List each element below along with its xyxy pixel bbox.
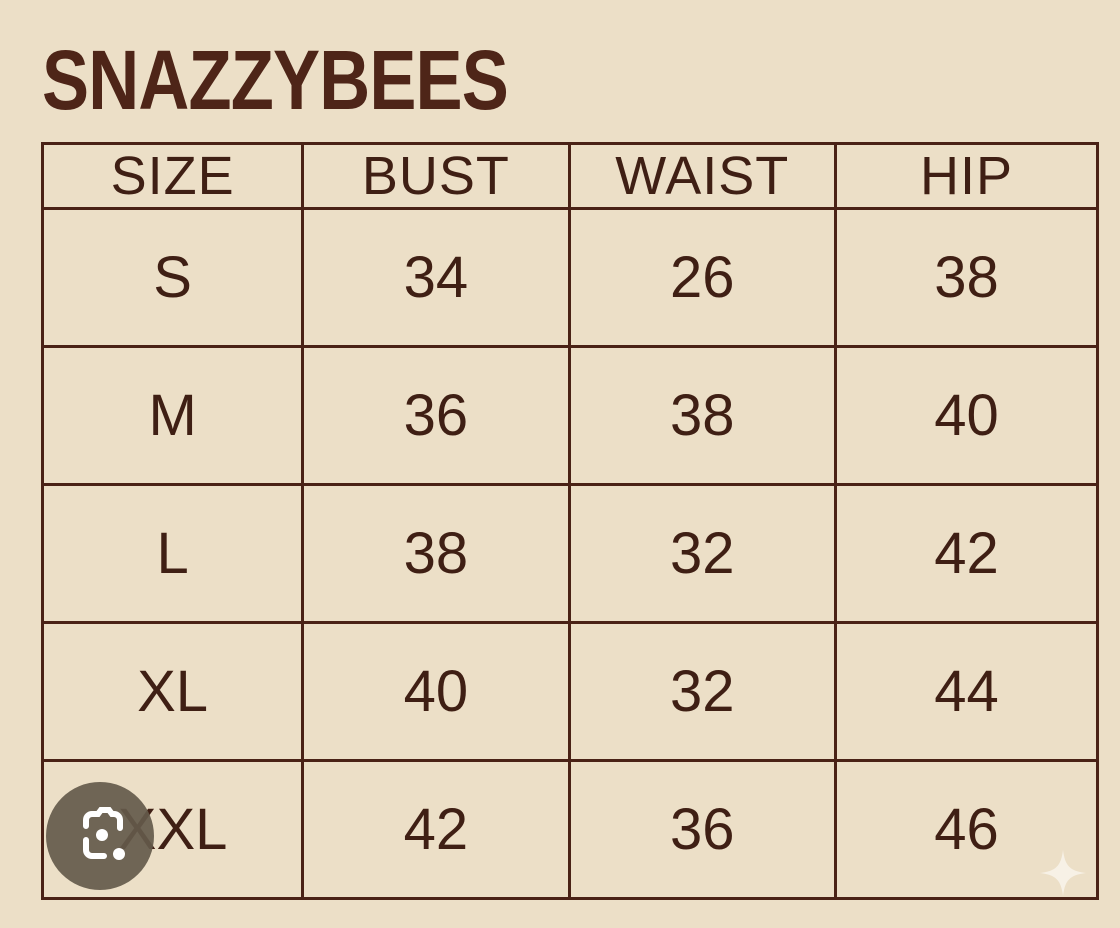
cell-hip: 40 (833, 345, 1100, 486)
cell-bust: 38 (301, 483, 571, 624)
cell-hip: 44 (833, 621, 1100, 762)
cell-bust: 42 (301, 759, 571, 900)
cell-hip: 38 (833, 207, 1100, 348)
google-lens-button[interactable] (46, 782, 154, 890)
brand-title: SNAZZYBEES (42, 33, 509, 127)
cell-size: XL (40, 621, 305, 762)
header-hip: HIP (833, 142, 1100, 210)
cell-waist: 26 (567, 207, 837, 348)
table-row: S 34 26 38 (40, 207, 1100, 348)
cell-bust: 34 (301, 207, 571, 348)
google-lens-icon (83, 807, 125, 860)
table-row: XXL 42 36 46 (40, 759, 1100, 900)
cell-hip: 42 (833, 483, 1100, 624)
header-bust: BUST (301, 142, 571, 210)
cell-waist: 32 (567, 483, 837, 624)
cell-bust: 40 (301, 621, 571, 762)
cell-size: M (40, 345, 305, 486)
sparkle-icon (1040, 850, 1086, 896)
cell-bust: 36 (301, 345, 571, 486)
header-waist: WAIST (567, 142, 837, 210)
cell-size: S (40, 207, 305, 348)
cell-waist: 36 (567, 759, 837, 900)
cell-waist: 32 (567, 621, 837, 762)
table-row: M 36 38 40 (40, 345, 1100, 486)
table-row: XL 40 32 44 (40, 621, 1100, 762)
table-row: L 38 32 42 (40, 483, 1100, 624)
size-chart-table: SIZE BUST WAIST HIP S 34 26 38 M 36 38 40 L 38 32 4… (40, 142, 1100, 900)
cell-waist: 38 (567, 345, 837, 486)
header-size: SIZE (40, 142, 305, 210)
header-row: SIZE BUST WAIST HIP (40, 142, 1100, 210)
cell-size: L (40, 483, 305, 624)
